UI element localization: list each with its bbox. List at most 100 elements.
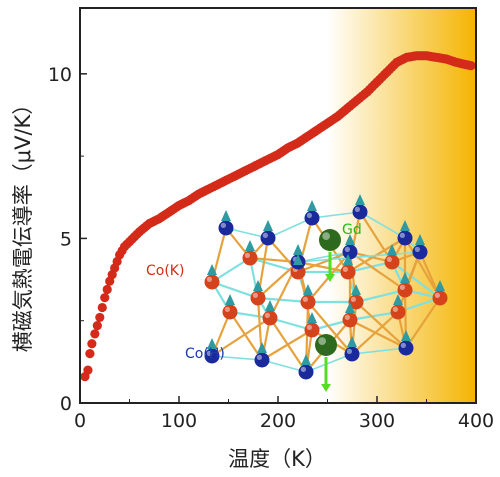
co-k-atom bbox=[432, 290, 448, 306]
spin-cone bbox=[307, 200, 317, 211]
co-h-atom bbox=[344, 346, 360, 362]
inset-bond-cyan bbox=[349, 310, 399, 322]
co-k-atom bbox=[304, 322, 320, 338]
data-point bbox=[87, 339, 97, 349]
spin-cone bbox=[225, 294, 235, 305]
co-h-atom bbox=[204, 348, 220, 364]
co-k-atom-highlight bbox=[244, 252, 250, 258]
x-tick-label: 100 bbox=[161, 410, 197, 432]
spin-cone bbox=[400, 220, 410, 231]
co-k-atom bbox=[342, 312, 358, 328]
y-axis-ticks: 0 5 10 bbox=[48, 64, 87, 415]
co-h-atom bbox=[412, 244, 428, 260]
y-tick-label: 10 bbox=[48, 64, 72, 86]
y-axis-label: 横磁気熱電伝導率（μV/K） bbox=[11, 94, 35, 353]
inset-bond bbox=[297, 251, 421, 263]
co-k-atom bbox=[242, 250, 258, 266]
co-k-atom-highlight bbox=[342, 266, 348, 272]
data-point bbox=[92, 321, 102, 331]
inset-bond-cyan bbox=[257, 296, 309, 304]
co-k-atom-highlight bbox=[350, 296, 356, 302]
crystal-structure-inset: Gd Co(K) Co(H) bbox=[146, 194, 448, 392]
inset-atoms bbox=[204, 204, 448, 380]
spin-cone bbox=[207, 264, 217, 275]
data-point bbox=[102, 284, 112, 295]
spin-cone bbox=[257, 342, 267, 353]
co-k-atom-highlight bbox=[399, 284, 405, 290]
co-h-atom bbox=[342, 244, 358, 260]
spin-cone bbox=[207, 338, 217, 349]
spin-cone bbox=[303, 284, 313, 295]
inset-bond bbox=[404, 237, 441, 299]
spin-cone bbox=[263, 220, 273, 231]
co-k-atom-highlight bbox=[252, 292, 258, 298]
co-h-atom bbox=[218, 220, 234, 236]
spin-cone bbox=[401, 330, 411, 341]
inset-bond bbox=[297, 250, 351, 274]
inset-bond bbox=[269, 317, 307, 373]
gd-atom-highlight bbox=[318, 337, 326, 345]
inset-bond bbox=[261, 359, 307, 373]
co-k-atom-highlight bbox=[386, 256, 392, 262]
data-point bbox=[466, 61, 476, 71]
data-point bbox=[85, 349, 95, 359]
co-h-atom-highlight bbox=[414, 246, 420, 252]
spin-cone bbox=[345, 302, 355, 313]
inset-bond-cyan bbox=[391, 261, 441, 299]
inset-bond bbox=[257, 261, 299, 299]
x-axis-label: 温度（K） bbox=[228, 447, 326, 471]
spin-cone bbox=[435, 280, 445, 291]
co-h-atom-highlight bbox=[262, 232, 268, 238]
data-point bbox=[83, 365, 93, 375]
data-point bbox=[100, 293, 110, 303]
inset-bond bbox=[351, 347, 407, 355]
x-axis-ticks: 0 100 200 300 400 bbox=[74, 396, 494, 432]
inset-bond bbox=[211, 355, 263, 361]
inset-bond bbox=[349, 319, 407, 349]
inset-bond-cyan bbox=[355, 288, 406, 304]
co-h-atom bbox=[304, 210, 320, 226]
spin-arrow-head bbox=[321, 384, 331, 392]
x-tick-label: 400 bbox=[458, 410, 494, 432]
spin-cone bbox=[387, 244, 397, 255]
inset-bond-cyan bbox=[211, 280, 259, 300]
spin-cone bbox=[393, 294, 403, 305]
co-k-atom bbox=[300, 294, 316, 310]
co-h-atom bbox=[352, 204, 368, 220]
x-tick-label: 0 bbox=[74, 410, 86, 432]
spin-cone bbox=[343, 254, 353, 265]
inset-bond bbox=[359, 211, 406, 239]
x-tick-label: 300 bbox=[359, 410, 395, 432]
co-k-atom bbox=[348, 294, 364, 310]
spin-cone bbox=[347, 336, 357, 347]
gd-label: Gd bbox=[342, 222, 362, 238]
data-point bbox=[90, 329, 100, 339]
inset-bond bbox=[229, 311, 263, 361]
data-point bbox=[97, 302, 107, 313]
co-h-atom bbox=[298, 364, 314, 380]
spin-cone bbox=[245, 240, 255, 251]
inset-bond bbox=[355, 301, 407, 349]
co-h-label: Co(H) bbox=[185, 346, 225, 362]
spin-arrow-head bbox=[325, 274, 335, 282]
co-h-atom bbox=[254, 352, 270, 368]
co-k-atom-highlight bbox=[302, 296, 308, 302]
co-k-label: Co(K) bbox=[146, 263, 184, 279]
co-h-atom-highlight bbox=[256, 354, 262, 360]
spin-cone bbox=[400, 272, 410, 283]
spin-cone bbox=[253, 280, 263, 291]
co-h-atom bbox=[398, 340, 414, 356]
co-k-atom-highlight bbox=[224, 306, 230, 312]
co-k-atom bbox=[390, 304, 406, 320]
data-point bbox=[95, 312, 105, 323]
gd-atom bbox=[315, 334, 337, 356]
co-k-atom-highlight bbox=[434, 292, 440, 298]
y-tick-label: 0 bbox=[60, 393, 72, 415]
spin-cone bbox=[355, 194, 365, 205]
inset-spin-arrows bbox=[321, 252, 335, 392]
co-h-atom bbox=[260, 230, 276, 246]
spin-cone bbox=[293, 244, 303, 255]
gd-atom bbox=[319, 229, 341, 251]
spin-cone bbox=[293, 254, 303, 265]
inset-spin-cones bbox=[207, 194, 445, 365]
